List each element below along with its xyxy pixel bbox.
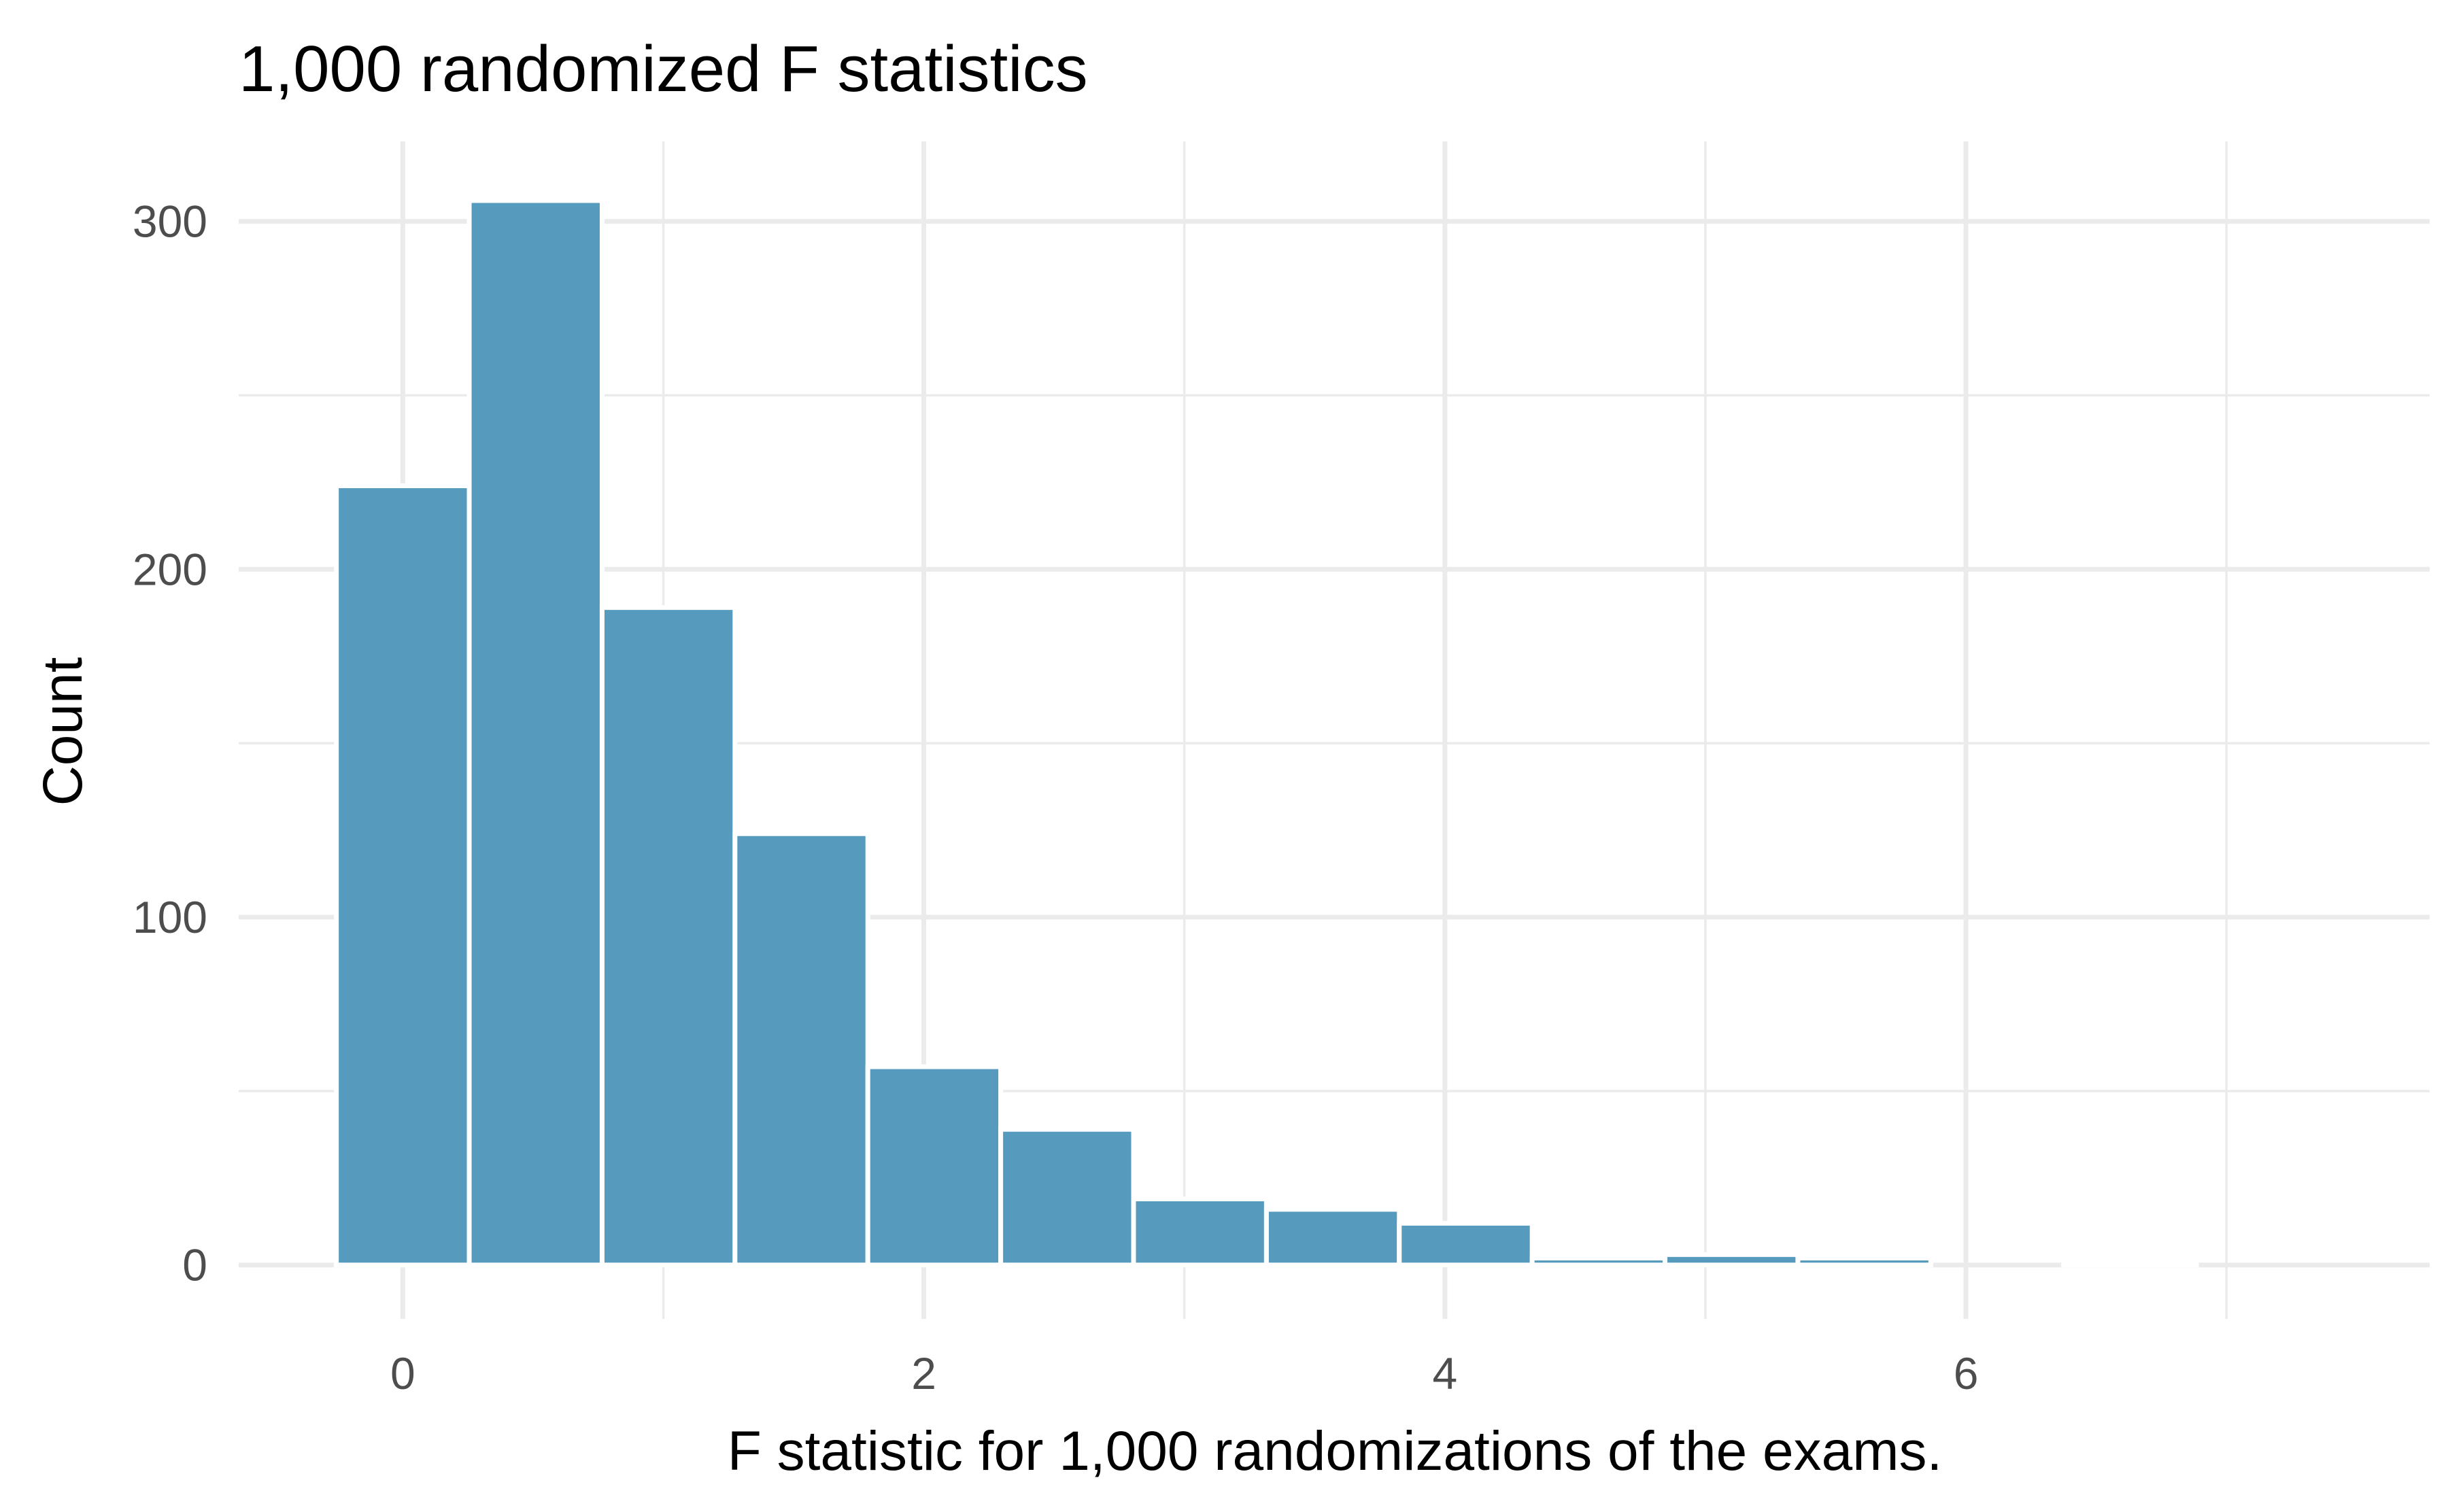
x-tick-label: 0 (390, 1348, 415, 1398)
y-tick-label: 0 (182, 1240, 207, 1290)
y-tick-label: 300 (133, 196, 207, 247)
histogram-bar (1131, 1196, 1269, 1268)
histogram-bar (1795, 1255, 1933, 1268)
histogram-bar (1397, 1220, 1535, 1268)
histogram-bar (466, 198, 605, 1268)
chart-title: 1,000 randomized F statistics (239, 33, 1088, 105)
y-tick-label: 100 (133, 892, 207, 942)
histogram-bar (334, 483, 472, 1268)
histogram-bar (732, 831, 870, 1268)
x-tick-label: 6 (1954, 1348, 1979, 1398)
x-tick-label: 4 (1432, 1348, 1457, 1398)
histogram-bar (865, 1064, 1004, 1268)
x-axis-title: F statistic for 1,000 randomizations of … (728, 1420, 1943, 1482)
histogram-bar (1529, 1255, 1668, 1268)
histogram-bar (1663, 1252, 1801, 1268)
y-axis-title: Count (32, 657, 94, 806)
y-axis-tick-labels: 0 100 200 300 (133, 196, 207, 1290)
histogram-bars (334, 198, 2199, 1268)
histogram-bar (1263, 1207, 1402, 1268)
histogram-bar (998, 1127, 1136, 1268)
x-axis-tick-labels: 0 2 4 6 (390, 1348, 1978, 1398)
x-tick-label: 2 (911, 1348, 936, 1398)
histogram-bar (2061, 1259, 2199, 1268)
y-tick-label: 200 (133, 544, 207, 594)
histogram-bar (599, 605, 738, 1268)
